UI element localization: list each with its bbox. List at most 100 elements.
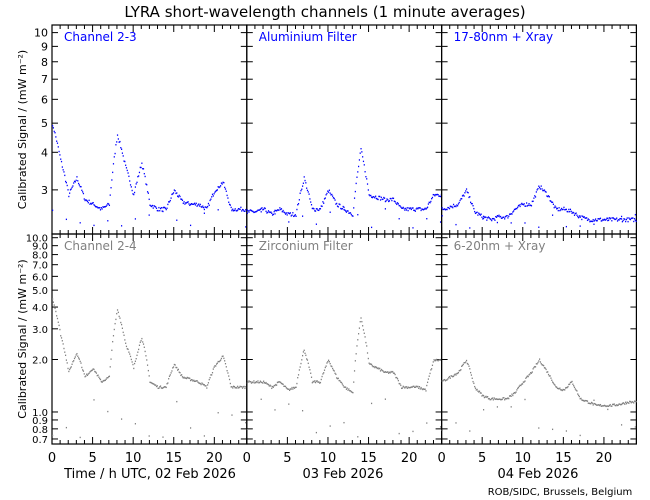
data-point [380, 368, 382, 371]
data-point [511, 213, 513, 215]
data-point [189, 203, 192, 206]
data-point [154, 205, 156, 208]
data-point [163, 386, 165, 389]
data-point [269, 384, 271, 386]
data-point [270, 385, 272, 387]
data-point [625, 401, 627, 403]
data-point [464, 192, 466, 194]
data-point-dropout [398, 432, 400, 435]
data-point-dropout [607, 408, 609, 411]
data-point-dropout [162, 436, 164, 438]
data-point [174, 190, 176, 192]
data-point [319, 208, 322, 210]
data-point [267, 383, 270, 386]
data-point [615, 404, 617, 407]
data-point [161, 387, 163, 390]
data-point-dropout [384, 208, 386, 210]
data-point [248, 211, 250, 213]
data-point [192, 380, 194, 382]
data-point [268, 211, 270, 213]
data-point [385, 200, 387, 202]
data-point [108, 203, 110, 205]
data-point [53, 130, 55, 133]
data-point [457, 372, 459, 375]
data-point [376, 198, 378, 200]
data-point [59, 154, 61, 156]
data-point [448, 375, 451, 378]
data-point [609, 218, 611, 220]
data-point [112, 340, 114, 343]
data-point [459, 369, 461, 372]
data-point [382, 370, 384, 372]
data-point [242, 209, 244, 211]
data-point [177, 196, 180, 198]
data-point [388, 200, 391, 202]
data-point [521, 202, 523, 205]
data-point [622, 219, 624, 222]
data-point [340, 207, 342, 210]
data-point [205, 206, 207, 208]
data-point [227, 372, 229, 374]
data-point [91, 202, 93, 204]
data-point [202, 205, 204, 207]
data-point [155, 206, 157, 208]
data-point [158, 206, 160, 209]
data-point [474, 385, 476, 388]
data-point [351, 391, 353, 394]
data-point [617, 219, 619, 221]
data-point [599, 218, 601, 220]
data-point [540, 362, 542, 365]
data-point [306, 187, 308, 189]
data-point [292, 212, 294, 214]
data-point [290, 215, 292, 217]
data-point [516, 207, 518, 210]
data-point [166, 383, 168, 385]
data-point-dropout [398, 218, 400, 220]
data-point [243, 210, 245, 212]
data-point [147, 369, 149, 372]
data-point [593, 220, 595, 222]
data-point [381, 369, 383, 372]
data-point-dropout [343, 208, 345, 211]
data-point [526, 205, 529, 207]
data-point [286, 387, 288, 390]
data-point [329, 362, 331, 365]
data-point [606, 405, 608, 407]
data-point-dropout [162, 210, 164, 213]
data-point-dropout [189, 427, 192, 429]
data-point [207, 382, 210, 384]
data-point [534, 195, 536, 197]
data-point [175, 192, 177, 195]
data-point [79, 185, 81, 188]
data-point [441, 207, 443, 209]
data-point [289, 212, 292, 214]
data-point [500, 215, 502, 218]
data-point [306, 359, 309, 361]
data-point [166, 207, 168, 209]
data-point [463, 362, 465, 364]
data-point [530, 204, 532, 206]
data-point [143, 172, 145, 175]
data-point [483, 216, 486, 218]
data-point-dropout [496, 221, 498, 224]
data-point [611, 220, 613, 222]
data-point [332, 197, 335, 199]
data-point [116, 141, 118, 143]
x-tick-label: 15 [555, 451, 572, 466]
data-point [391, 371, 393, 373]
data-point [120, 148, 123, 150]
data-point [407, 386, 409, 388]
data-point [421, 208, 423, 210]
data-point [620, 403, 623, 406]
data-point [383, 371, 385, 373]
data-point [133, 367, 135, 370]
data-point [461, 197, 463, 200]
data-point [346, 210, 348, 212]
data-point [320, 378, 322, 381]
data-point-dropout [384, 398, 386, 400]
data-point [625, 402, 628, 405]
data-point [137, 351, 139, 353]
data-point [194, 380, 196, 383]
data-point [216, 362, 218, 364]
data-point [233, 385, 235, 388]
